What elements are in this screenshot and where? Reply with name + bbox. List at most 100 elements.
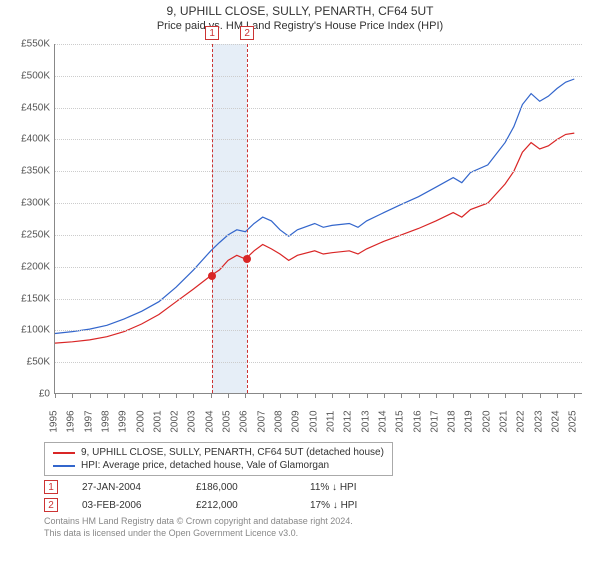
x-tick [107,393,108,398]
x-axis-label: 2001 [152,410,163,432]
x-axis-label: 2007 [256,410,267,432]
x-tick [72,393,73,398]
x-axis-label: 2005 [222,410,233,432]
x-axis-label: 1999 [118,410,129,432]
chart-subtitle: Price paid vs. HM Land Registry's House … [0,20,600,32]
y-axis-label: £500K [10,70,50,81]
x-tick [142,393,143,398]
x-axis-label: 1995 [49,410,60,432]
sale-marker-label: 1 [205,26,219,40]
x-tick [245,393,246,398]
gridline [55,203,582,204]
legend-item: 9, UPHILL CLOSE, SULLY, PENARTH, CF64 5U… [53,447,384,458]
legend-item: HPI: Average price, detached house, Vale… [53,460,384,471]
x-axis-label: 2010 [308,410,319,432]
x-tick [332,393,333,398]
sale-marker-label: 2 [240,26,254,40]
x-tick [176,393,177,398]
gridline [55,235,582,236]
plot-area: 12 [54,44,582,394]
x-axis-label: 2023 [533,410,544,432]
sale-marker-dot [208,272,216,280]
x-axis-label: 2009 [291,410,302,432]
x-axis-label: 2012 [343,410,354,432]
x-tick [55,393,56,398]
y-axis-label: £50K [10,357,50,368]
series-line [55,79,574,334]
x-axis-label: 2021 [499,410,510,432]
legend: 9, UPHILL CLOSE, SULLY, PENARTH, CF64 5U… [44,442,393,476]
sale-line [247,44,248,393]
sale-delta: 17% ↓ HPI [310,500,400,511]
x-tick [297,393,298,398]
sale-number: 1 [44,480,58,494]
x-axis-label: 2006 [239,410,250,432]
x-axis-label: 1996 [66,410,77,432]
x-axis-label: 2019 [464,410,475,432]
legend-label: HPI: Average price, detached house, Vale… [81,460,329,471]
footer-line-2: This data is licensed under the Open Gov… [44,528,570,540]
gridline [55,108,582,109]
x-axis-label: 2011 [325,411,336,433]
x-tick [124,393,125,398]
x-tick [384,393,385,398]
x-axis-label: 2018 [447,410,458,432]
x-axis-label: 2003 [187,410,198,432]
x-axis-label: 1997 [83,410,94,432]
x-tick [419,393,420,398]
sale-marker-dot [243,255,251,263]
x-tick [367,393,368,398]
x-axis-label: 2004 [204,410,215,432]
x-tick [453,393,454,398]
y-axis-label: £250K [10,229,50,240]
gridline [55,44,582,45]
x-axis-label: 2000 [135,410,146,432]
x-tick [488,393,489,398]
x-axis-label: 2008 [274,410,285,432]
x-tick [349,393,350,398]
sale-price: £212,000 [196,500,286,511]
x-tick [159,393,160,398]
x-tick [263,393,264,398]
y-axis-label: £0 [10,389,50,400]
x-axis-label: 2020 [481,410,492,432]
x-tick [574,393,575,398]
sale-date: 27-JAN-2004 [82,482,172,493]
y-axis-label: £150K [10,293,50,304]
footer-line-1: Contains HM Land Registry data © Crown c… [44,516,570,528]
x-axis-label: 2015 [395,410,406,432]
x-axis-label: 2025 [568,410,579,432]
gridline [55,299,582,300]
gridline [55,267,582,268]
y-axis-label: £200K [10,261,50,272]
x-tick [228,393,229,398]
x-tick [90,393,91,398]
legend-swatch [53,465,75,467]
y-axis-label: £300K [10,198,50,209]
x-tick [557,393,558,398]
sales-table: 127-JAN-2004£186,00011% ↓ HPI203-FEB-200… [44,480,570,512]
x-tick [193,393,194,398]
series-line [55,133,574,343]
sale-delta: 11% ↓ HPI [310,482,400,493]
footer-attribution: Contains HM Land Registry data © Crown c… [44,516,570,539]
y-axis-label: £350K [10,166,50,177]
x-tick [436,393,437,398]
sale-row: 203-FEB-2006£212,00017% ↓ HPI [44,498,570,512]
gridline [55,76,582,77]
x-axis-label: 2016 [412,410,423,432]
chart-container: 12 £0£50K£100K£150K£200K£250K£300K£350K£… [10,36,590,436]
x-axis-label: 1998 [100,410,111,432]
x-tick [211,393,212,398]
sale-row: 1 27-JAN-2004 £186,000 11% ↓ HPI [44,480,570,494]
sale-line [212,44,213,393]
y-axis-label: £400K [10,134,50,145]
x-tick [522,393,523,398]
x-axis-label: 2024 [551,410,562,432]
sale-date: 03-FEB-2006 [82,500,172,511]
x-axis-label: 2014 [377,410,388,432]
x-tick [401,393,402,398]
sale-price: £186,000 [196,482,286,493]
x-tick [315,393,316,398]
x-tick [540,393,541,398]
